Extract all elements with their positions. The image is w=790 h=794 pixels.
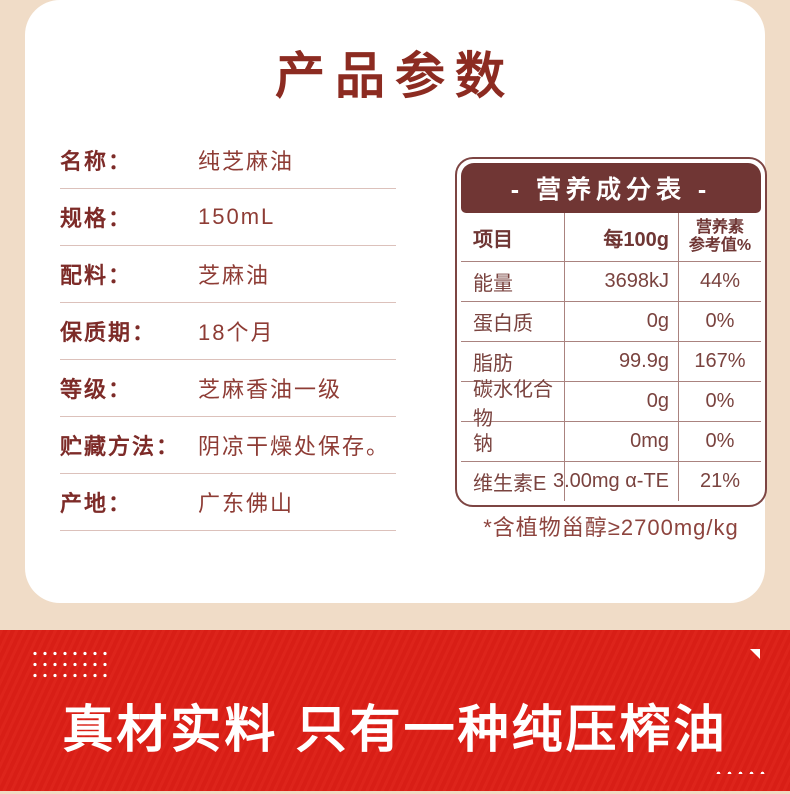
cell-nrv: 21%: [699, 470, 741, 492]
triangle-decoration: [750, 649, 760, 659]
dot-row-decoration: [713, 768, 767, 774]
spec-label: 配料：: [60, 263, 133, 288]
spec-value: 纯芝麻油: [198, 149, 295, 174]
cell-nrv: 0%: [705, 430, 735, 452]
cell-per100g: 0g: [565, 382, 679, 421]
dot-grid-decoration: [30, 648, 110, 680]
nutrition-row-carbohydrate: 碳水化合物 0g 0%: [461, 379, 761, 430]
header-nrv: 营养素 参考值%: [688, 218, 752, 254]
cell-item: 碳水化合物: [461, 379, 565, 430]
nutrition-header-row: 项目 每100g 营养素 参考值%: [461, 213, 761, 262]
spec-value: 芝麻香油一级: [198, 377, 343, 402]
spec-label: 规格：: [60, 206, 133, 231]
cell-item: 钠: [461, 422, 565, 461]
spec-value: 阴凉干燥处保存。: [198, 434, 391, 459]
spec-row-ingredients: 配料： 芝麻油: [60, 246, 396, 303]
cell-per100g: 0mg: [565, 422, 679, 461]
spec-value: 18个月: [198, 320, 275, 345]
nutrition-panel-title: - 营养成分表 -: [461, 163, 761, 213]
cell-nrv: 0%: [705, 390, 735, 412]
spec-label: 产地：: [60, 491, 133, 516]
spec-label: 贮藏方法：: [60, 434, 181, 459]
spec-label: 名称：: [60, 149, 133, 174]
spec-row-origin: 产地： 广东佛山: [60, 474, 396, 531]
nutrition-row-fat: 脂肪 99.9g 167%: [461, 342, 761, 382]
spec-row-shelf-life: 保质期： 18个月: [60, 303, 396, 360]
cell-per100g: 99.9g: [565, 342, 679, 381]
product-parameters-card: 产品参数 名称： 纯芝麻油 规格： 150mL 配料： 芝麻油 保质期： 18个…: [25, 0, 767, 603]
nutrition-row-vitamin-e: 维生素E 3.00mg α-TE 21%: [461, 462, 761, 501]
cell-item: 能量: [461, 262, 565, 301]
cell-item: 脂肪: [461, 342, 565, 381]
spec-label: 保质期：: [60, 320, 157, 345]
nutrition-row-protein: 蛋白质 0g 0%: [461, 302, 761, 342]
page-title: 产品参数: [275, 48, 515, 104]
cell-item: 蛋白质: [461, 302, 565, 341]
banner-headline: 真材实料 只有一种纯压榨油: [62, 701, 728, 758]
cell-per100g: 3698kJ: [565, 262, 679, 301]
cell-nrv: 44%: [699, 270, 741, 292]
header-per100g: 每100g: [565, 213, 679, 261]
spec-list: 名称： 纯芝麻油 规格： 150mL 配料： 芝麻油 保质期： 18个月 等级：…: [60, 132, 396, 531]
nutrition-row-energy: 能量 3698kJ 44%: [461, 262, 761, 302]
header-item: 项目: [461, 213, 565, 261]
cell-per100g: 0g: [565, 302, 679, 341]
spec-row-storage: 贮藏方法： 阴凉干燥处保存。: [60, 417, 396, 474]
cell-item: 维生素E: [461, 462, 565, 501]
spec-row-size: 规格： 150mL: [60, 189, 396, 246]
cell-nrv: 0%: [705, 310, 735, 332]
cell-per100g: 3.00mg α-TE: [553, 462, 679, 501]
spec-row-grade: 等级： 芝麻香油一级: [60, 360, 396, 417]
cell-nrv: 167%: [694, 350, 746, 372]
slogan-banner: 真材实料 只有一种纯压榨油: [0, 630, 790, 791]
nutrition-row-sodium: 钠 0mg 0%: [461, 422, 761, 462]
nutrition-table: 项目 每100g 营养素 参考值% 能量 3698kJ 44% 蛋白质 0g 0…: [461, 213, 761, 501]
spec-value: 广东佛山: [198, 491, 295, 516]
spec-value: 150mL: [198, 204, 276, 229]
spec-row-name: 名称： 纯芝麻油: [60, 132, 396, 189]
phytosterol-footnote: *含植物甾醇≥2700mg/kg: [483, 515, 739, 540]
spec-value: 芝麻油: [198, 263, 271, 288]
spec-label: 等级：: [60, 377, 133, 402]
nutrition-facts-panel: - 营养成分表 - 项目 每100g 营养素 参考值% 能量 3698kJ 44…: [455, 157, 767, 507]
